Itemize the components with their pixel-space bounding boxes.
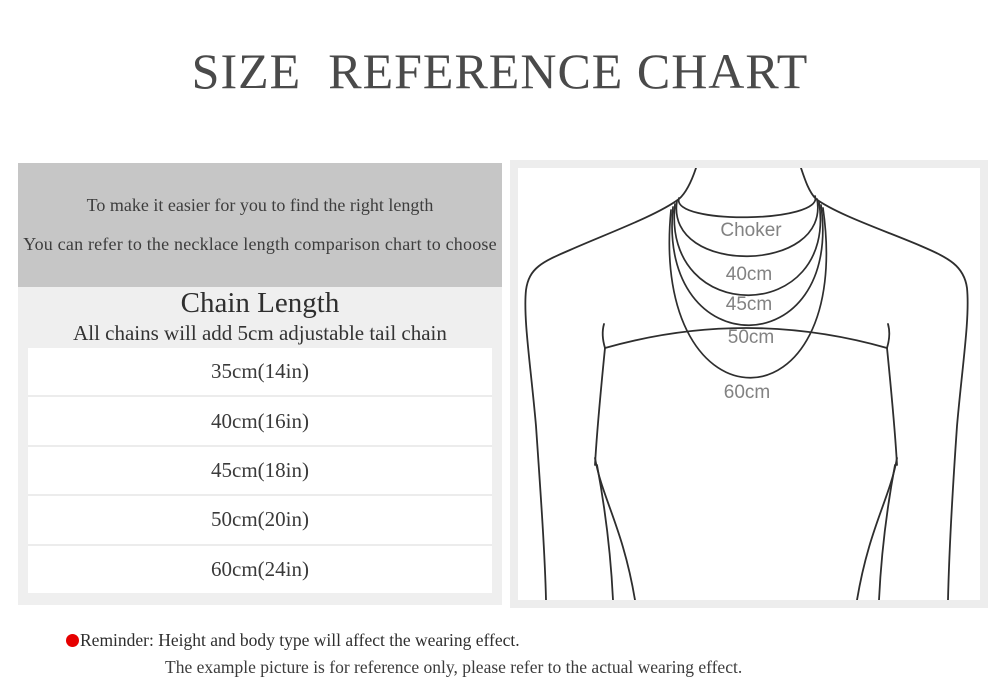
table-row: 35cm(14in) (28, 348, 492, 395)
size-table: 35cm(14in) 40cm(16in) 45cm(18in) 50cm(20… (18, 348, 502, 605)
necklace-curve-40cm (675, 198, 819, 258)
length-60cm-label: 60cm (724, 382, 770, 403)
necklace-curve-45cm (673, 201, 822, 296)
size-table-rows: 35cm(14in) 40cm(16in) 45cm(18in) 50cm(20… (28, 348, 492, 593)
chain-length-header: Chain Length All chains will add 5cm adj… (18, 287, 502, 348)
intro-line-2: You can refer to the necklace length com… (23, 234, 497, 254)
necklace-curve-60cm (668, 207, 828, 379)
necklace-curve-choker (678, 195, 816, 219)
hip-curve-right (856, 457, 898, 600)
reminder-section: Reminder: Height and body type will affe… (66, 630, 966, 678)
reminder-text-1: Reminder: Height and body type will affe… (80, 630, 520, 650)
length-45cm-label: 45cm (726, 294, 772, 315)
chain-length-subtitle: All chains will add 5cm adjustable tail … (73, 321, 447, 345)
length-50cm-label: 50cm (728, 327, 774, 348)
choker-label: Choker (720, 220, 782, 241)
size-value: 50cm(20in) (211, 507, 309, 532)
necklace-length-diagram: Choker 40cm 45cm 50cm 60cm (524, 168, 969, 600)
chest-line (604, 327, 888, 349)
inner-arm-lower-left (596, 464, 614, 600)
intro-box: To make it easier for you to find the ri… (18, 163, 502, 287)
table-row: 60cm(24in) (28, 543, 492, 593)
armpit-notch-right (886, 323, 891, 349)
size-value: 35cm(14in) (211, 359, 309, 384)
page-title: SIZE REFERENCE CHART (191, 43, 809, 99)
table-row: 45cm(18in) (28, 444, 492, 494)
intro-line-1: To make it easier for you to find the ri… (86, 195, 434, 215)
size-value: 60cm(24in) (211, 556, 309, 581)
reminder-line-1: Reminder: Height and body type will affe… (66, 630, 966, 651)
size-value: 45cm(18in) (211, 458, 309, 483)
length-40cm-label: 40cm (726, 264, 772, 285)
red-dot-icon (66, 634, 79, 647)
body-outline-left (524, 168, 697, 600)
inner-arm-lower-right (878, 464, 896, 600)
hip-curve-left (594, 457, 636, 600)
inner-arm-upper-right (886, 347, 898, 466)
armpit-notch-left (601, 323, 606, 349)
necklace-diagram-panel: Choker 40cm 45cm 50cm 60cm (510, 160, 988, 608)
table-row: 40cm(16in) (28, 395, 492, 444)
necklace-curve-50cm (671, 204, 824, 326)
table-row: 50cm(20in) (28, 494, 492, 543)
reminder-line-2: The example picture is for reference onl… (165, 657, 743, 677)
inner-arm-upper-left (594, 347, 606, 466)
chain-length-title: Chain Length (180, 287, 340, 319)
size-value: 40cm(16in) (211, 408, 309, 433)
